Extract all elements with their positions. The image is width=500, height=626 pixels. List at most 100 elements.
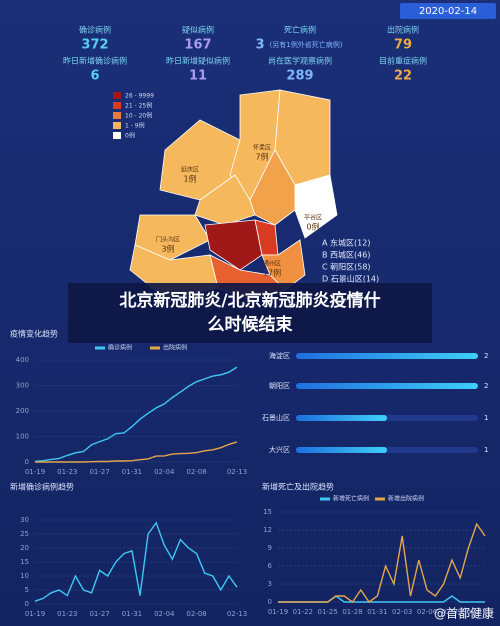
y-tick-label: 25 [20,530,29,538]
chart-title: 新增死亡及出院趋势 [262,482,334,492]
overlay-title-box: 北京新冠肺炎/北京新冠肺炎疫情什么时候结束 [68,283,432,343]
legend-label: 新增出院病例 [388,495,424,503]
stat-value: 289 [286,69,313,84]
legend-swatch [113,92,121,99]
legend-swatch [113,132,121,139]
date: 2020-02-14 [419,6,477,17]
district-name: 怀柔区 [253,144,271,152]
legend-swatch [375,497,385,501]
y-tick-label: 10 [20,572,29,580]
x-tick-label: 01-19 [268,608,288,616]
y-tick-label: 100 [16,433,29,441]
district [249,149,296,226]
date-badge [400,3,496,19]
y-tick-label: 15 [20,558,29,566]
chart-title: 疫情变化趋势 [10,329,58,339]
y-tick-label: 15 [263,508,272,516]
x-tick-label: 01-22 [293,608,313,616]
bar [296,415,387,421]
bar [296,353,478,359]
stat-value: 3 [255,38,264,53]
stat-note: (另有1例外省死亡病例) [270,40,343,49]
x-tick-label: 01-23 [57,468,77,476]
legend-label: 出院病例 [163,344,187,352]
district-list-item: A 东城区(12) [322,238,370,248]
district-count: 17例 [263,268,281,278]
stat-value: 11 [189,69,207,84]
x-tick-label: 02-12 [467,608,487,616]
overlay-title: 北京新冠肺炎/北京新冠肺炎疫情什么时候结束 [119,291,381,335]
bar [296,383,478,389]
bar-value: 2 [484,352,488,360]
legend-label: 26 - 9999 [125,93,154,100]
x-tick-label: 02-04 [154,468,175,476]
legend-label: 确诊病例 [108,344,132,352]
stat-value: 22 [394,69,412,84]
district-name: 平谷区 [304,214,322,222]
y-tick-label: 300 [16,382,29,390]
legend-label: 0例 [125,132,135,140]
chart-title: 新增确诊病例趋势 [10,482,74,492]
stat-label: 目前重症病例 [379,56,427,66]
x-tick-label: 02-13 [227,468,247,476]
stat-value: 167 [184,38,211,53]
y-tick-label: 0 [268,598,272,606]
bar-label: 大兴区 [269,445,290,454]
series-line [35,441,238,463]
y-tick-label: 30 [20,516,29,524]
series-line [34,366,238,463]
y-tick-label: 5 [25,586,29,594]
district-count: 3例 [161,244,174,254]
stat-label: 死亡病例 [284,25,316,35]
series-line [278,522,486,603]
bar [296,447,387,453]
y-tick-label: 400 [16,356,29,364]
x-tick-label: 02-13 [227,610,247,618]
district-list-item: D 石景山区(14) [322,274,379,284]
legend-swatch [113,112,121,119]
district-list-item: C 朝阳区(58) [322,263,371,272]
x-tick-label: 01-23 [57,610,77,618]
stat-label: 昨日新增疑似病例 [166,56,230,66]
y-tick-label: 9 [268,544,272,552]
x-tick-label: 02-03 [392,608,412,616]
bar-label: 石景山区 [262,413,290,422]
legend-swatch [150,346,160,350]
x-tick-label: 01-27 [89,610,109,618]
bar-value: 2 [484,382,488,390]
district-name: 通州区 [263,260,281,268]
x-tick-label: 01-19 [25,468,45,476]
bar-label: 朝阳区 [269,381,290,390]
legend-label: 21 - 25例 [125,102,152,110]
district-name: 延庆区 [181,166,199,174]
x-tick-label: 02-08 [186,610,206,618]
y-tick-label: 200 [16,407,29,415]
legend-label: 新增死亡病例 [333,495,369,503]
legend-label: 10 - 20例 [125,112,152,120]
bar-value: 1 [484,446,488,454]
x-tick-label: 01-28 [342,608,362,616]
stat-value: 6 [90,69,99,84]
x-tick-label: 01-27 [89,468,109,476]
x-tick-label: 02-09 [442,608,462,616]
legend-swatch [113,122,121,129]
x-tick-label: 01-31 [367,608,387,616]
y-tick-label: 20 [20,544,29,552]
legend-label: 1 - 9例 [125,122,145,130]
district-list-item: B 西城区(46) [322,251,370,260]
x-tick-label: 02-06 [417,608,438,616]
y-tick-label: 3 [268,580,272,588]
y-tick-label: 6 [268,562,273,570]
x-tick-label: 02-04 [154,610,175,618]
stats: 确诊病例 372 疑似病例 167 死亡病例 3 (另有1例外省死亡病例) 出院病例 79 昨日新… [63,25,427,84]
x-tick-label: 01-25 [318,608,338,616]
stat-label: 疑似病例 [182,25,214,35]
y-tick-label: 0 [25,458,29,466]
district-count: 1例 [183,174,196,184]
legend-swatch [320,497,330,501]
watermark: @首都健康 [434,606,494,621]
stat-label: 出院病例 [387,25,419,35]
x-tick-label: 01-19 [25,610,45,618]
y-tick-label: 12 [263,526,272,534]
